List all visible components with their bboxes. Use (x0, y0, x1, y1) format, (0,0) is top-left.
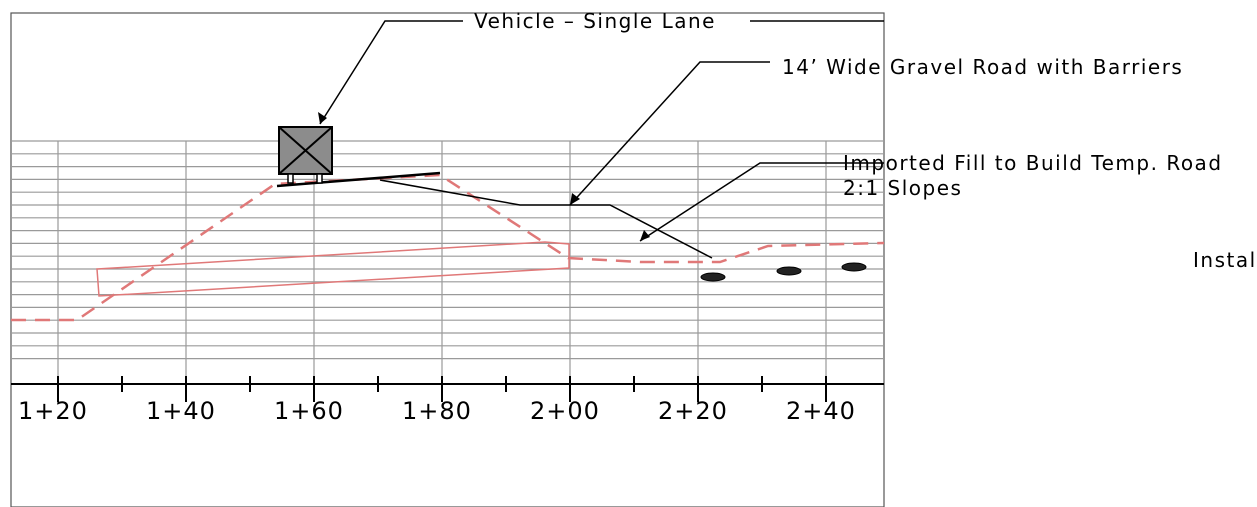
station-label: 2+40 (786, 397, 856, 425)
gravel-road-label: 14’ Wide Gravel Road with Barriers (782, 55, 1183, 79)
barrier-blocks (700, 262, 867, 282)
grid (11, 140, 884, 384)
temp-road-dashed-profile (11, 173, 885, 322)
station-axis (11, 376, 884, 402)
vehicle-symbol (278, 126, 333, 184)
vehicle-label: Vehicle – Single Lane (474, 9, 716, 33)
drawing-frame (10, 12, 885, 507)
install-label: Install (1193, 248, 1257, 272)
station-label: 2+20 (658, 397, 728, 425)
station-label: 1+80 (402, 397, 472, 425)
imported-fill-label: Imported Fill to Build Temp. Road (843, 151, 1223, 175)
gravel-road-surface (276, 171, 441, 188)
station-label: 1+40 (146, 397, 216, 425)
imported-fill-area (96, 241, 570, 297)
slopes-label: 2:1 Slopes (843, 176, 962, 200)
leader-lines (319, 20, 884, 259)
station-label: 1+20 (18, 397, 88, 425)
leader-arrowheads (318, 112, 650, 241)
station-label: 2+00 (530, 397, 600, 425)
station-label: 1+60 (274, 397, 344, 425)
